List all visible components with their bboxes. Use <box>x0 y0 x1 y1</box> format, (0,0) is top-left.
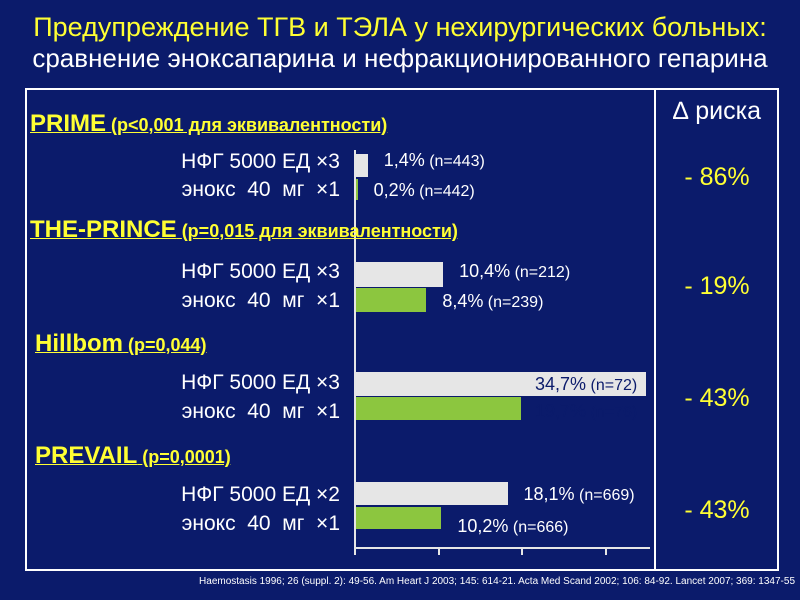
slide-title: Предупреждение ТГВ и ТЭЛА у нехирургичес… <box>33 12 767 42</box>
n-text: (n=666) <box>512 519 569 536</box>
bar-ufh <box>356 154 368 177</box>
value-text: 10,4% <box>459 261 511 281</box>
value-label-enox: 19,7% (n=76) <box>535 399 637 423</box>
risk-change: - 43% <box>684 384 750 412</box>
value-label-enox: 8,4% (n=239) <box>442 289 543 313</box>
x-axis-tick <box>354 549 356 555</box>
value-text: 19,7% <box>535 401 587 421</box>
risk-column-header: ∆ риска <box>672 97 761 125</box>
p-value-note: (p=0,015 для эквивалентности) <box>181 221 458 241</box>
row-label-ufh: НФГ 5000 ЕД ×3 <box>181 150 340 173</box>
value-text: 0,2% <box>373 180 415 200</box>
n-text: (n=442) <box>419 183 475 200</box>
x-axis-tick <box>605 549 608 555</box>
row-label-enox: энокс 40 мг ×1 <box>181 512 340 535</box>
value-text: 10,2% <box>457 516 509 536</box>
n-text: (n=669) <box>579 487 635 504</box>
risk-column-divider <box>654 88 656 571</box>
row-label-enox: энокс 40 мг ×1 <box>181 178 340 201</box>
bar-enox <box>356 507 442 529</box>
study-heading: PRIME (p<0,001 для эквивалентности) <box>30 110 387 138</box>
chart-frame <box>25 88 779 571</box>
study-name: Hillbom <box>35 330 123 357</box>
n-text: (n=239) <box>487 294 544 311</box>
bar-enox <box>356 179 358 200</box>
n-text: (n=76) <box>590 404 638 421</box>
p-value-note: (p=0,0001) <box>142 447 231 467</box>
value-label-ufh: 10,4% (n=212) <box>459 259 570 283</box>
row-label-ufh: НФГ 5000 ЕД ×3 <box>181 371 340 394</box>
risk-change: - 19% <box>684 272 750 300</box>
study-name: PREVAIL <box>35 442 138 469</box>
value-text: 1,4% <box>383 150 425 170</box>
n-text: (n=72) <box>590 377 638 394</box>
study-name: PRIME <box>30 110 107 137</box>
value-text: 8,4% <box>442 291 484 311</box>
value-label-ufh: 1,4% (n=443) <box>384 148 485 172</box>
n-text: (n=443) <box>429 153 485 170</box>
bar-ufh <box>356 372 647 396</box>
n-text: (n=212) <box>514 264 571 281</box>
study-heading: THE-PRINCE (p=0,015 для эквивалентности) <box>30 216 458 244</box>
x-axis-tick <box>521 549 524 555</box>
study-heading: Hillbom (p=0,044) <box>35 330 207 358</box>
value-label-ufh: 34,7% (n=72) <box>535 372 637 396</box>
x-axis-line <box>354 547 650 549</box>
value-label-enox: 10,2% (n=666) <box>457 514 568 538</box>
y-axis-line <box>354 150 356 549</box>
row-label-enox: энокс 40 мг ×1 <box>181 400 340 423</box>
bar-enox <box>356 397 521 420</box>
slide-subtitle: сравнение эноксапарина и нефракционирова… <box>32 43 768 73</box>
value-text: 18,1% <box>523 484 575 504</box>
row-label-enox: энокс 40 мг ×1 <box>181 289 340 312</box>
study-name: THE-PRINCE <box>30 216 177 243</box>
source-footnote: Haemostasis 1996; 26 (suppl. 2): 49-56. … <box>199 576 795 587</box>
x-axis-tick <box>437 549 440 555</box>
value-label-enox: 0,2% (n=442) <box>374 178 475 202</box>
value-label-ufh: 18,1% (n=669) <box>524 482 635 506</box>
value-text: 34,7% <box>535 374 587 394</box>
study-heading: PREVAIL (p=0,0001) <box>35 442 231 470</box>
p-value-note: (p=0,044) <box>128 335 207 355</box>
bar-ufh <box>356 482 508 505</box>
risk-change: - 86% <box>684 163 750 191</box>
bar-ufh <box>356 262 444 287</box>
risk-change: - 43% <box>684 496 750 524</box>
row-label-ufh: НФГ 5000 ЕД ×2 <box>181 483 340 506</box>
p-value-note: (p<0,001 для эквивалентности) <box>111 115 388 135</box>
row-label-ufh: НФГ 5000 ЕД ×3 <box>181 260 340 283</box>
bar-enox <box>356 288 427 312</box>
